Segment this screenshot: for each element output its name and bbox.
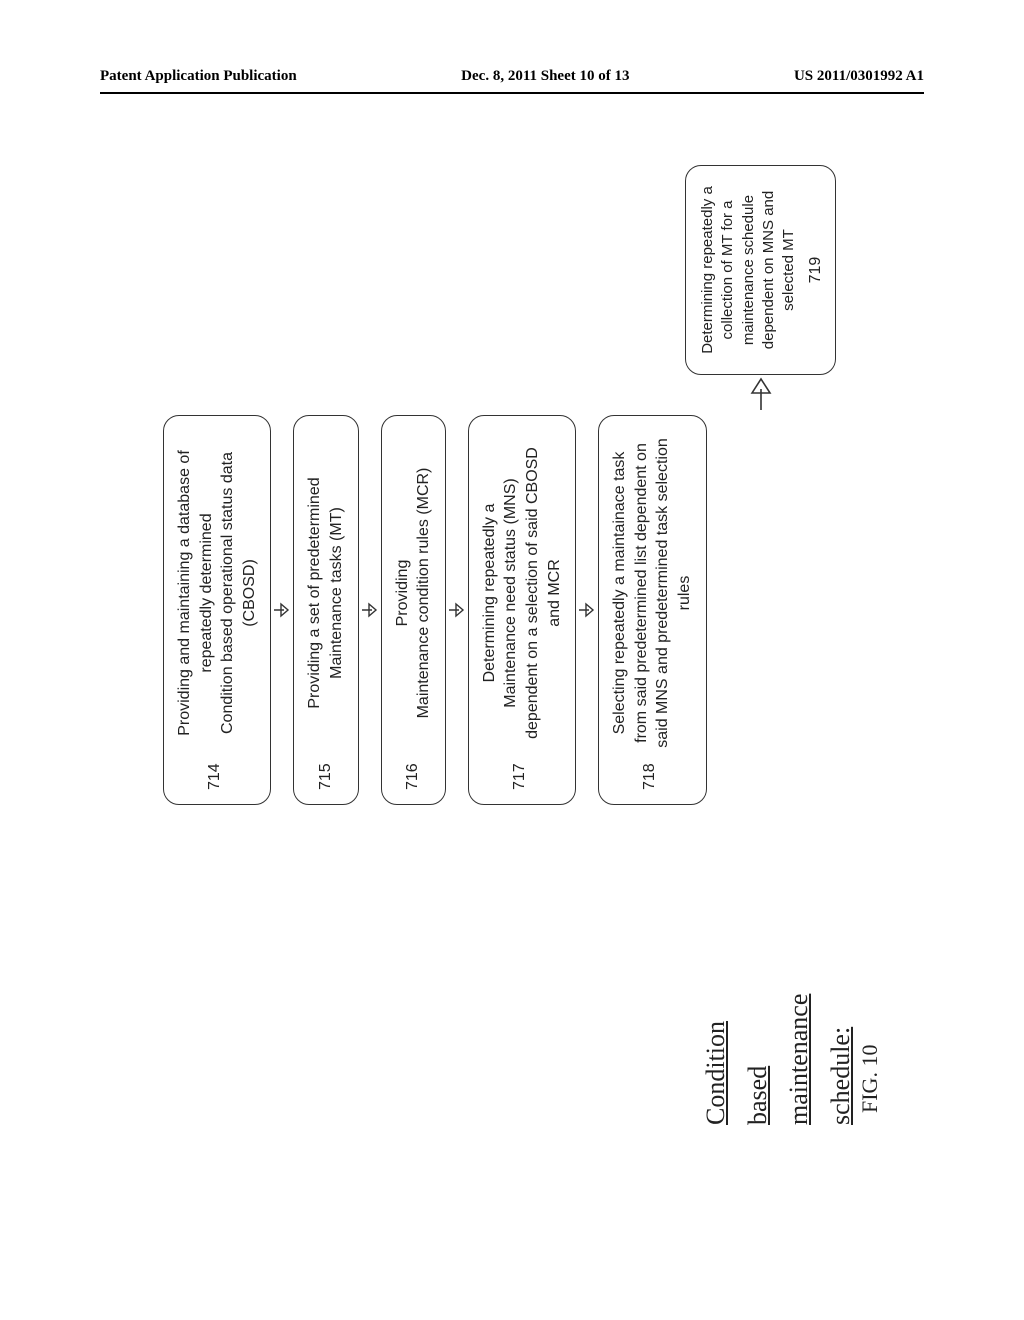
page: Patent Application Publication Dec. 8, 2…	[0, 0, 1024, 1320]
flow-box-715: 715 Providing a set of predetermined Mai…	[293, 415, 358, 805]
figure-title: Condition based maintenance schedule:	[695, 994, 861, 1125]
header-rule	[100, 92, 924, 94]
flow-ref: 716	[402, 763, 424, 790]
flow-text: Determining repeatedly a collection of M…	[698, 176, 799, 364]
flow-ref: 718	[639, 763, 661, 790]
flow-text: Providing and maintaining a database of …	[174, 430, 260, 790]
flow-ref: 714	[204, 763, 226, 790]
flowchart-column: 714 Providing and maintaining a database…	[163, 415, 707, 805]
title-word: based	[737, 994, 779, 1125]
flow-box-717: 717 Determining repeatedly aMaintenance …	[468, 415, 576, 805]
header-center: Dec. 8, 2011 Sheet 10 of 13	[461, 68, 629, 85]
figure-rotated-content: Condition based maintenance schedule: 71…	[135, 155, 905, 1175]
down-arrow-icon	[361, 601, 379, 619]
flow-box-718: 718 Selecting repeatedly a maintainace t…	[598, 415, 706, 805]
header-left: Patent Application Publication	[100, 68, 297, 85]
flow-ref: 717	[509, 763, 531, 790]
flow-box-716: 716 ProvidingMaintenance condition rules…	[381, 415, 446, 805]
down-arrow-icon	[273, 601, 291, 619]
right-arrow-icon	[749, 377, 773, 411]
down-arrow-icon	[448, 601, 466, 619]
title-word: Condition	[695, 994, 737, 1125]
title-word: schedule:	[820, 994, 862, 1125]
flow-text: Selecting repeatedly a maintainace task …	[609, 430, 695, 790]
flow-box-719: Determining repeatedly a collection of M…	[685, 165, 836, 375]
flow-ref: 719	[805, 176, 827, 364]
flow-box-714: 714 Providing and maintaining a database…	[163, 415, 271, 805]
flow-text: ProvidingMaintenance condition rules (MC…	[392, 430, 435, 790]
flow-ref: 715	[315, 763, 337, 790]
page-header: Patent Application Publication Dec. 8, 2…	[0, 68, 1024, 85]
flow-text: Determining repeatedly aMaintenance need…	[479, 430, 565, 790]
flow-text: Providing a set of predetermined Mainten…	[304, 430, 347, 790]
figure-label: FIG. 10	[857, 1045, 883, 1113]
down-arrow-icon	[578, 601, 596, 619]
title-word: maintenance	[778, 994, 820, 1125]
header-right: US 2011/0301992 A1	[794, 68, 924, 85]
